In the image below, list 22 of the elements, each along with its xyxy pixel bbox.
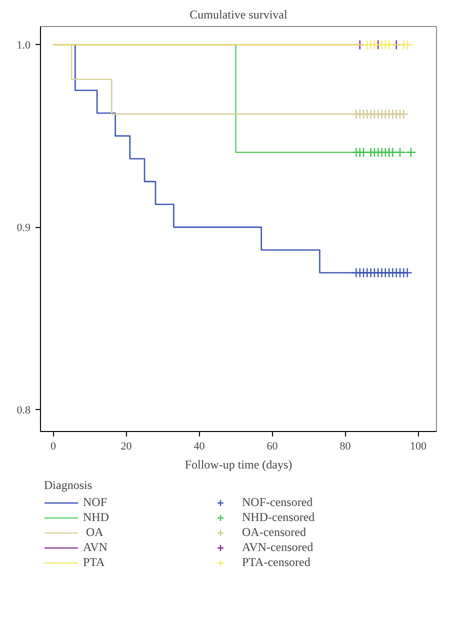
legend-label: NHD-censored — [242, 510, 316, 525]
x-tick-label: 80 — [340, 440, 352, 452]
y-tick-label: 1.0 — [16, 40, 31, 52]
legend-label: NHD — [83, 510, 110, 525]
legend-label: NOF — [83, 495, 108, 510]
legend-label: OA — [85, 525, 104, 540]
legend-label: OA-censored — [242, 525, 307, 540]
x-tick-label: 60 — [266, 440, 278, 452]
x-axis-title: Follow-up time (days) — [184, 458, 292, 472]
x-tick-label: 0 — [50, 440, 57, 452]
legend-label: NOF-censored — [242, 495, 314, 510]
x-tick-label: 20 — [120, 440, 132, 452]
chart-title: Cumulative survival — [190, 8, 288, 22]
y-tick-label: 0.8 — [16, 404, 31, 417]
x-tick-label: 100 — [410, 440, 427, 452]
legend-label: AVN-censored — [242, 540, 314, 555]
y-tick-label: 0.9 — [16, 222, 31, 234]
legend-title: Diagnosis — [44, 478, 93, 493]
x-tick-label: 40 — [194, 440, 206, 452]
legend-label: PTA-censored — [242, 555, 312, 570]
legend-label: PTA — [83, 555, 106, 570]
legend-label: AVN — [83, 540, 108, 555]
